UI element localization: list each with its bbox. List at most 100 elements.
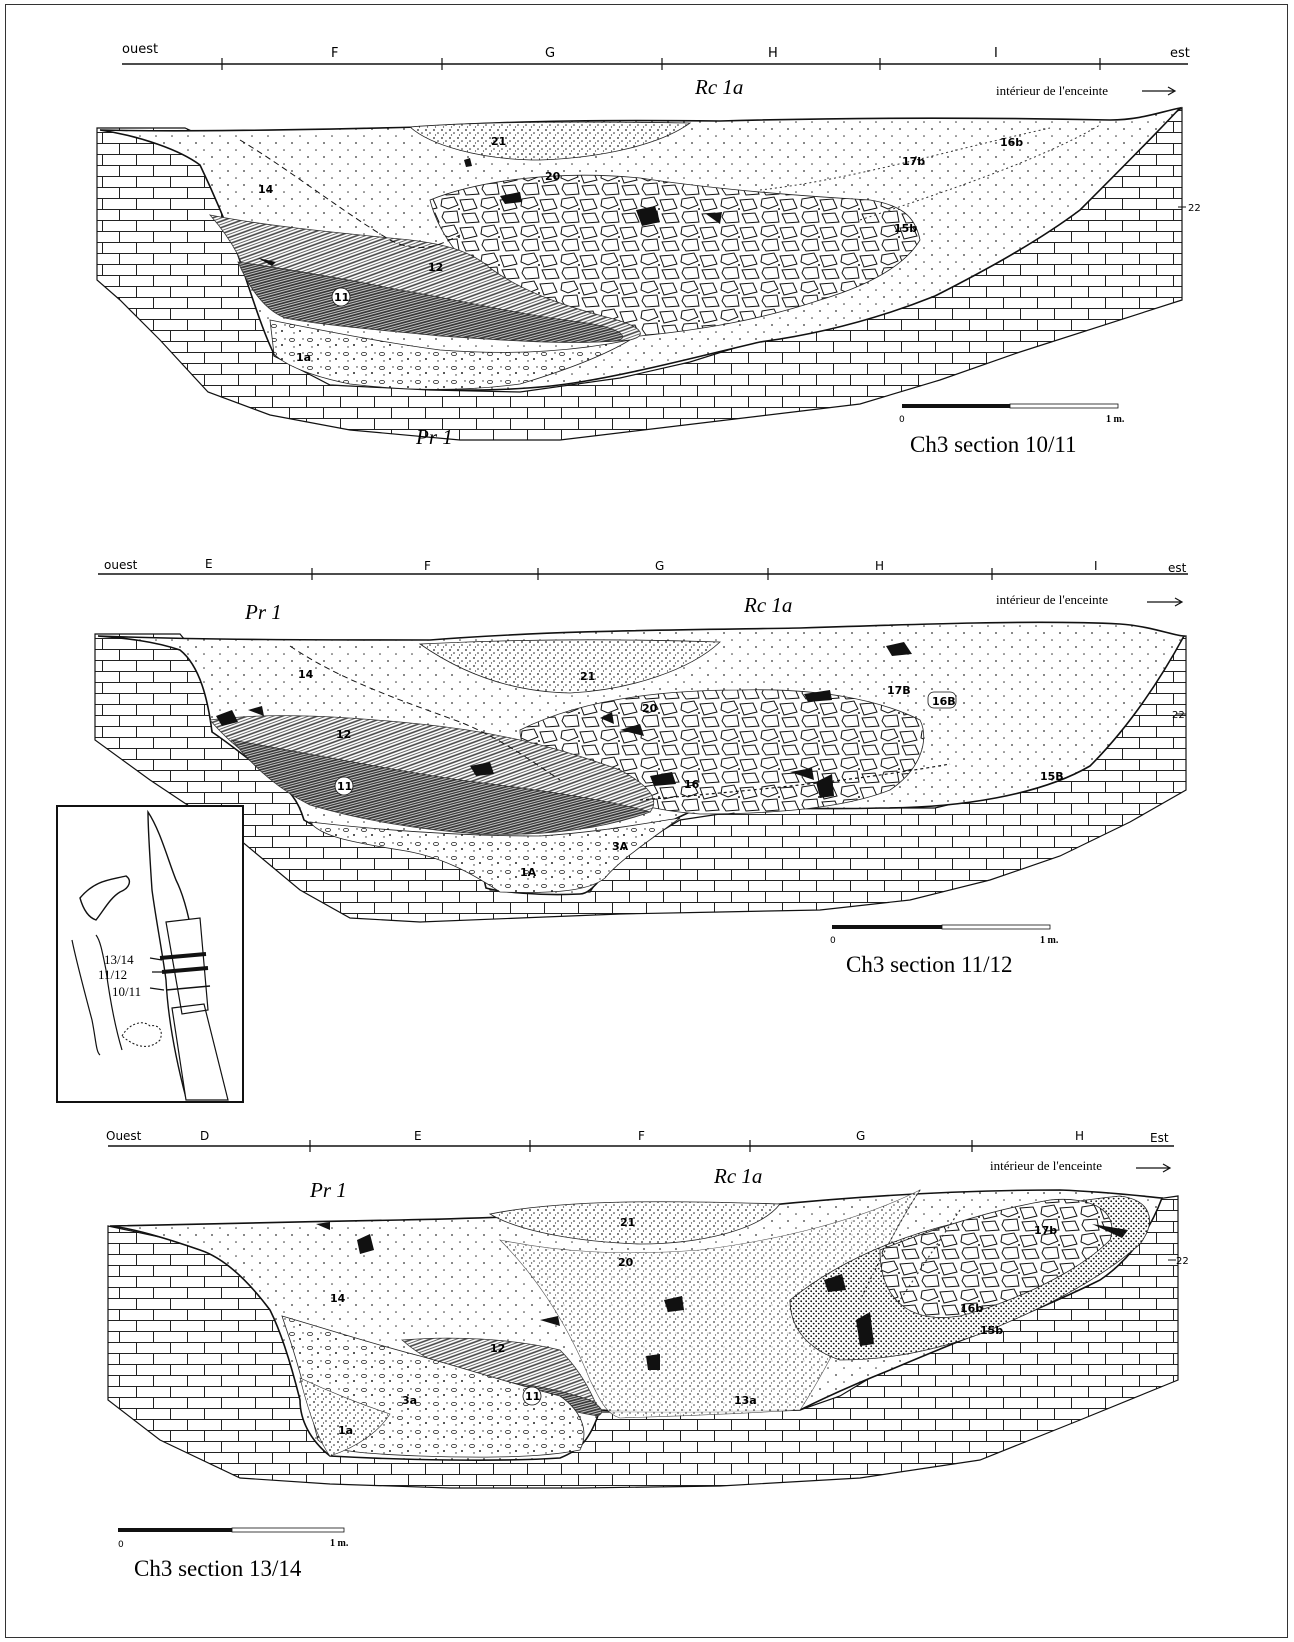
layer-label: 13a bbox=[734, 1394, 757, 1407]
inset-map: 13/14 11/12 10/11 bbox=[56, 805, 244, 1103]
grid-letter: F bbox=[331, 46, 338, 61]
layer-label: 21 bbox=[580, 670, 595, 683]
layer-label: 20 bbox=[642, 702, 658, 715]
grid-letter: F bbox=[424, 559, 431, 573]
section-title: Ch3 section 13/14 bbox=[134, 1556, 302, 1581]
layer-label: 21 bbox=[491, 135, 506, 148]
layer-21 bbox=[409, 121, 692, 161]
arrow-right-icon bbox=[1147, 597, 1184, 607]
scale-start: 0 bbox=[899, 415, 905, 425]
layer-label: 1A bbox=[520, 866, 537, 879]
interior-label: intérieur de l'enceinte bbox=[996, 83, 1108, 98]
pr-label: Pr 1 bbox=[309, 1178, 347, 1202]
grid-letter: E bbox=[205, 557, 213, 571]
layer-label: 3a bbox=[402, 1394, 417, 1407]
inset-label: 11/12 bbox=[98, 967, 127, 982]
layer-label: 16B bbox=[932, 695, 956, 708]
inset-label: 13/14 bbox=[104, 952, 134, 967]
section-title: Ch3 section 10/11 bbox=[910, 432, 1077, 457]
inset-outline bbox=[79, 875, 131, 921]
grid-letter: G bbox=[545, 46, 555, 61]
layer-1a bbox=[299, 1377, 391, 1457]
layer-label: 11 bbox=[337, 780, 352, 793]
grid-letter: I bbox=[994, 46, 998, 61]
east-label: est bbox=[1170, 46, 1190, 61]
layer-1a bbox=[309, 817, 681, 893]
scale-start: 0 bbox=[830, 936, 836, 946]
arrow-right-icon bbox=[1142, 86, 1177, 96]
scale-end: 1 m. bbox=[330, 1538, 349, 1549]
boundary-line bbox=[859, 1189, 921, 1301]
layer-label: 15B bbox=[1040, 770, 1064, 783]
inset-section-line bbox=[161, 966, 209, 974]
layer-marker bbox=[331, 287, 351, 307]
layer-label: 16b bbox=[1000, 136, 1023, 149]
grid-letter: H bbox=[1075, 1129, 1084, 1143]
figure-frame bbox=[5, 4, 1288, 1638]
layer-21 bbox=[418, 639, 721, 694]
layer-label: 17b bbox=[902, 155, 925, 168]
layer-11 bbox=[237, 261, 623, 343]
grid-letter: I bbox=[1094, 559, 1098, 573]
layer-marker bbox=[522, 1386, 542, 1406]
grid-letter: D bbox=[200, 1129, 209, 1143]
grid-letter: G bbox=[856, 1129, 865, 1143]
charcoal-fragments bbox=[316, 1222, 1128, 1370]
layer-label: 1a bbox=[296, 351, 311, 364]
section-11-12: ouest est E F G H I Pr 1 Rc 1a intérieur… bbox=[94, 557, 1188, 977]
section-13-14: Ouest Est D E F G H Pr 1 Rc 1a intérieur… bbox=[106, 1129, 1189, 1581]
charcoal-fragments bbox=[216, 642, 912, 798]
west-label: Ouest bbox=[106, 1129, 142, 1143]
layer-16b-stones bbox=[879, 1198, 1113, 1318]
datum-label: 22 bbox=[1188, 203, 1201, 214]
west-label: ouest bbox=[104, 558, 138, 572]
layer-label: 16 bbox=[684, 778, 700, 791]
inset-outline bbox=[71, 934, 123, 1056]
grid-letter: G bbox=[655, 559, 664, 573]
layer-21 bbox=[488, 1201, 781, 1245]
layer-label: 12 bbox=[490, 1342, 505, 1355]
layer-label: 1a bbox=[338, 1424, 353, 1437]
boundary-line bbox=[859, 124, 1101, 221]
grid-letter: E bbox=[414, 1129, 422, 1143]
west-label: ouest bbox=[122, 42, 158, 57]
layer-11 bbox=[231, 739, 652, 835]
charcoal-fragments bbox=[258, 158, 722, 266]
inset-section-line bbox=[165, 985, 211, 991]
section-title: Ch3 section 11/12 bbox=[846, 952, 1013, 977]
layer-label: 11 bbox=[334, 291, 349, 304]
east-label: est bbox=[1168, 561, 1187, 575]
scale-end: 1 m. bbox=[1106, 414, 1125, 425]
datum-label: 22 bbox=[1176, 1256, 1189, 1267]
inset-label: 10/11 bbox=[112, 984, 141, 999]
interior-label: intérieur de l'enceinte bbox=[996, 592, 1108, 607]
layer-1a bbox=[269, 319, 631, 390]
layer-label: 17B bbox=[887, 684, 911, 697]
scale-bar bbox=[118, 1527, 345, 1533]
layer-label: 15b bbox=[894, 222, 917, 235]
scale-bar bbox=[832, 924, 1051, 930]
grid-ticks bbox=[309, 1140, 973, 1152]
layer-label: 11 bbox=[525, 1390, 540, 1403]
boundary-line bbox=[759, 127, 1051, 191]
grid-letter: F bbox=[638, 1129, 645, 1143]
grid-ticks bbox=[221, 58, 1101, 70]
layer-label: 20 bbox=[545, 170, 561, 183]
grid-letter: H bbox=[768, 46, 778, 61]
section-10-11: ouest est F G H I Rc 1a intérieur de l'e… bbox=[96, 42, 1201, 457]
layer-label: 12 bbox=[428, 261, 443, 274]
east-label: Est bbox=[1150, 1131, 1169, 1145]
inset-cells bbox=[165, 917, 229, 1101]
layer-label: 15b bbox=[980, 1324, 1003, 1337]
boundary-line bbox=[289, 645, 561, 781]
interior-label: intérieur de l'enceinte bbox=[990, 1158, 1102, 1173]
layer-label: 3A bbox=[612, 840, 629, 853]
pr-label: Pr 1 bbox=[244, 600, 282, 624]
grid-ticks bbox=[311, 568, 993, 580]
layer-label: 14 bbox=[330, 1292, 346, 1305]
inset-section-line bbox=[159, 952, 207, 960]
arrow-right-icon bbox=[1136, 1163, 1172, 1173]
boundary-line bbox=[899, 1209, 961, 1301]
boundary-line bbox=[239, 139, 461, 249]
